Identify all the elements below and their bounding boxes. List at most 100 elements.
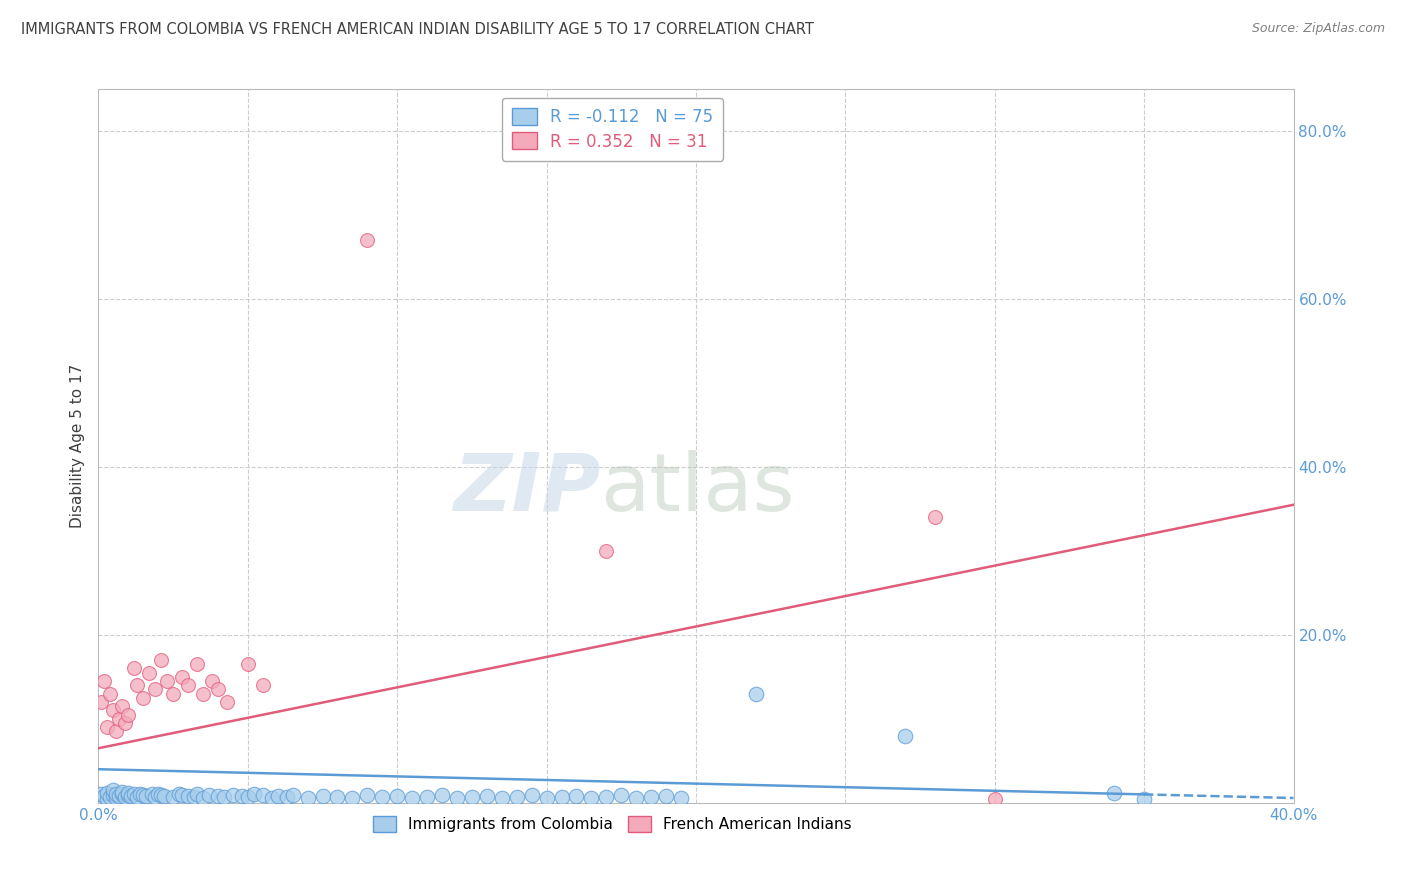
Point (461, 789, 484, 804)
Point (111, 785, 134, 799)
Point (924, 510, 946, 524)
Point (183, 789, 205, 804)
Point (520, 789, 543, 803)
Point (105, 724, 128, 739)
Point (96, 720, 118, 734)
Point (124, 787, 146, 801)
Point (162, 687, 184, 701)
Point (167, 788, 190, 802)
Point (222, 789, 245, 803)
Point (311, 789, 333, 803)
Point (162, 789, 184, 804)
Text: Source: ZipAtlas.com: Source: ZipAtlas.com (1251, 22, 1385, 36)
Point (93, 789, 115, 803)
Point (186, 788, 208, 802)
Point (640, 789, 662, 804)
Point (984, 791, 1007, 805)
Point (610, 789, 633, 803)
Point (111, 788, 134, 802)
Point (117, 707, 139, 722)
Point (550, 789, 572, 804)
Point (191, 687, 214, 701)
Text: ZIP: ZIP (453, 450, 600, 528)
Point (342, 790, 364, 805)
Point (103, 703, 125, 717)
Point (1133, 791, 1156, 805)
Text: atlas: atlas (600, 450, 794, 528)
Point (143, 682, 166, 697)
Point (143, 789, 166, 804)
Point (201, 674, 224, 689)
Point (105, 790, 128, 805)
Point (243, 788, 266, 802)
Point (894, 729, 917, 743)
Point (96, 786, 118, 800)
Point (132, 789, 155, 803)
Point (172, 670, 194, 684)
Y-axis label: Disability Age 5 to 17: Disability Age 5 to 17 (69, 364, 84, 528)
Point (356, 233, 378, 247)
Point (231, 789, 253, 803)
Point (626, 790, 648, 805)
Point (90, 788, 112, 802)
Point (127, 789, 149, 804)
Point (198, 789, 221, 803)
Point (215, 695, 238, 709)
Point (252, 678, 274, 692)
Point (446, 790, 468, 805)
Point (595, 544, 617, 558)
Point (103, 783, 125, 797)
Point (117, 789, 139, 803)
Point (156, 674, 179, 689)
Point (150, 653, 173, 667)
Point (371, 789, 394, 804)
Point (260, 790, 283, 805)
Point (114, 789, 136, 804)
Point (745, 687, 768, 701)
Point (120, 789, 142, 803)
Point (150, 789, 173, 803)
Point (207, 682, 229, 697)
Point (491, 790, 513, 805)
Point (191, 790, 214, 805)
Point (281, 789, 304, 803)
Point (177, 789, 200, 803)
Point (103, 789, 125, 803)
Point (138, 665, 160, 680)
Point (236, 657, 259, 672)
Point (177, 678, 200, 692)
Legend: Immigrants from Colombia, French American Indians: Immigrants from Colombia, French America… (364, 807, 860, 841)
Point (96, 791, 118, 805)
Point (207, 789, 229, 803)
Point (581, 790, 603, 805)
Point (236, 789, 259, 804)
Point (114, 716, 136, 731)
Point (212, 789, 235, 804)
Point (98, 687, 122, 701)
Point (124, 661, 146, 675)
Point (93, 674, 115, 689)
Point (252, 789, 274, 803)
Point (172, 789, 194, 803)
Point (111, 699, 134, 714)
Point (148, 788, 170, 802)
Point (416, 789, 439, 804)
Point (356, 789, 378, 803)
Point (475, 789, 498, 803)
Point (127, 678, 149, 692)
Point (297, 790, 319, 805)
Point (430, 789, 453, 803)
Point (108, 789, 131, 803)
Point (385, 789, 409, 803)
Point (655, 789, 678, 803)
Text: IMMIGRANTS FROM COLOMBIA VS FRENCH AMERICAN INDIAN DISABILITY AGE 5 TO 17 CORREL: IMMIGRANTS FROM COLOMBIA VS FRENCH AMERI… (21, 22, 814, 37)
Point (267, 789, 290, 803)
Point (506, 789, 529, 804)
Point (98, 789, 122, 804)
Point (108, 712, 131, 726)
Point (276, 789, 298, 804)
Point (536, 790, 558, 805)
Point (153, 789, 176, 803)
Point (595, 789, 617, 804)
Point (135, 789, 157, 803)
